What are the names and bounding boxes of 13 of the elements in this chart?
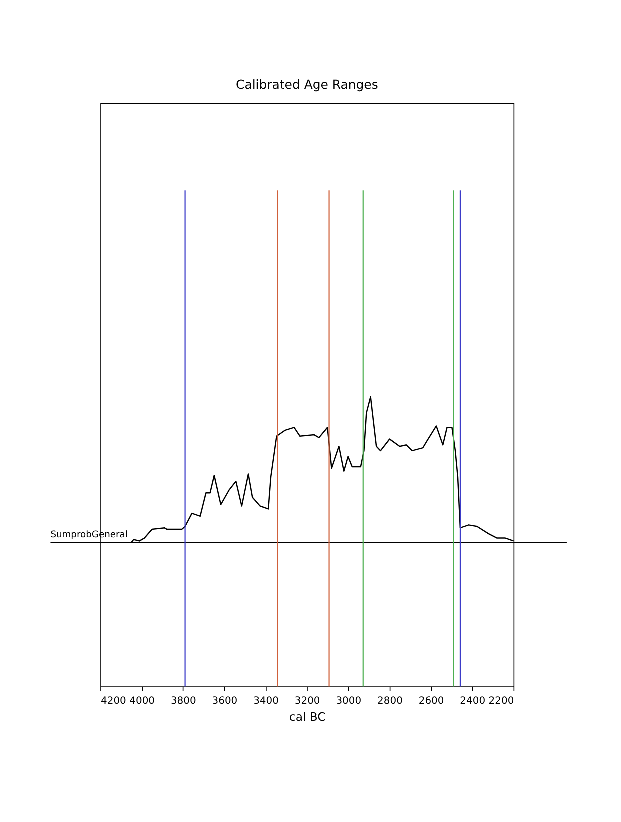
x-tick-label: 2600 (418, 696, 444, 707)
x-tick-label: 3600 (212, 696, 238, 707)
x-tick-label: 3200 (294, 696, 320, 707)
x-tick-label: 4200 (101, 696, 126, 707)
x-tick-label: 2800 (378, 696, 403, 707)
chart-title: Calibrated Age Ranges (236, 77, 378, 92)
x-axis-title: cal BC (289, 710, 326, 724)
x-tick-label: 2400 (460, 696, 486, 707)
x-tick-label: 4000 (130, 696, 156, 707)
x-tick-label: 3800 (170, 696, 196, 707)
x-tick-label: 3400 (254, 696, 279, 707)
x-tick-label: 3000 (336, 696, 362, 707)
x-tick-label: 2200 (488, 696, 514, 707)
